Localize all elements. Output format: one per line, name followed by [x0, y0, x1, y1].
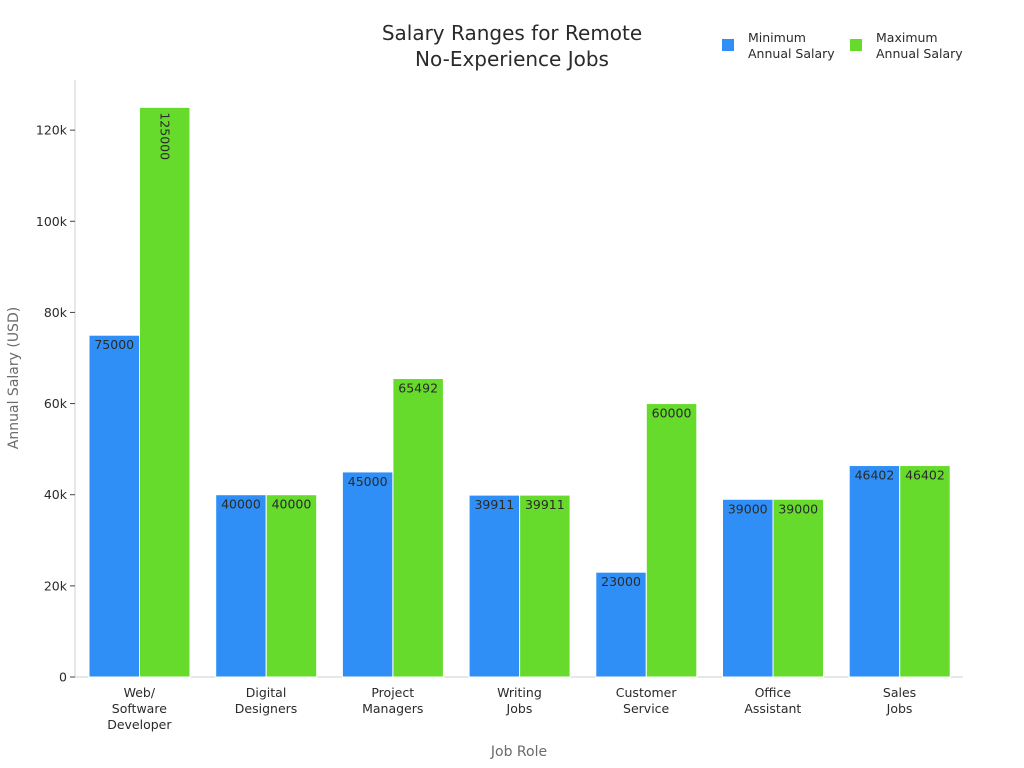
bar-maximum — [899, 465, 951, 678]
legend-label: Annual Salary — [876, 46, 963, 61]
x-tick-label: Software — [112, 701, 167, 716]
x-tick-label: Digital — [246, 685, 287, 700]
x-tick-label: Customer — [616, 685, 678, 700]
x-tick-label: Managers — [362, 701, 423, 716]
y-tick-label: 20k — [44, 578, 68, 593]
bar-minimum — [215, 494, 267, 678]
y-tick-label: 100k — [36, 214, 68, 229]
bar-value-label: 39000 — [778, 501, 818, 516]
bar-maximum — [519, 494, 571, 678]
bar-value-label: 46402 — [855, 468, 895, 483]
bar-value-label: 65492 — [398, 381, 438, 396]
bar-value-label: 23000 — [601, 574, 641, 589]
y-tick-label: 60k — [44, 396, 68, 411]
x-tick-label: Service — [623, 701, 670, 716]
y-axis-title: Annual Salary (USD) — [6, 307, 22, 449]
x-tick-label: Sales — [883, 685, 916, 700]
bar-value-label: 125000 — [157, 112, 172, 160]
legend-label: Maximum — [876, 30, 938, 45]
bar-value-label: 39911 — [474, 497, 514, 512]
bar-minimum — [722, 498, 774, 678]
x-tick-label: Developer — [107, 717, 172, 732]
bar-maximum — [392, 378, 444, 678]
bar-minimum — [341, 471, 394, 678]
bar-value-label: 39000 — [728, 501, 768, 516]
chart-bars — [88, 106, 951, 678]
legend-swatch — [722, 39, 734, 51]
bar-maximum — [645, 403, 698, 678]
legend-swatch — [850, 39, 862, 51]
bar-value-label: 45000 — [348, 474, 388, 489]
y-tick-label: 40k — [44, 487, 68, 502]
chart-data-labels: 75000 40000 45000 39911 23000 39000 46402 12500… — [94, 112, 944, 589]
x-axis-title: Job Role — [490, 744, 547, 760]
bar-value-label: 60000 — [652, 406, 692, 421]
chart-axes: 0 20k 40k 60k 80k 100k 120k Web/SoftwareDevelop… — [6, 80, 963, 760]
bar-minimum — [468, 494, 521, 678]
x-tick-label: Assistant — [744, 701, 801, 716]
x-tick-label: Project — [371, 685, 414, 700]
bar-value-label: 75000 — [94, 337, 134, 352]
chart-title-line: No-Experience Jobs — [415, 47, 609, 71]
bar-minimum — [595, 571, 647, 678]
y-tick-label: 0 — [59, 670, 67, 685]
legend-label: Annual Salary — [748, 46, 835, 61]
bar-maximum — [265, 494, 318, 678]
bar-value-label: 39911 — [525, 497, 565, 512]
bar-maximum — [772, 498, 824, 678]
y-tick-label: 120k — [36, 123, 68, 138]
bar-value-label: 40000 — [221, 497, 261, 512]
x-tick-label: Web/ — [124, 685, 156, 700]
bar-value-label: 46402 — [905, 468, 945, 483]
legend-label: Minimum — [748, 30, 806, 45]
x-tick-label: Writing — [497, 685, 542, 700]
x-tick-label: Jobs — [886, 701, 913, 716]
x-tick-label: Designers — [235, 701, 298, 716]
bar-minimum — [88, 334, 140, 678]
bar-minimum — [848, 465, 901, 678]
bar-value-label: 40000 — [272, 497, 312, 512]
x-tick-label: Office — [755, 685, 792, 700]
y-tick-label: 80k — [44, 305, 68, 320]
chart-title-line: Salary Ranges for Remote — [382, 21, 642, 45]
bar-maximum — [139, 106, 191, 678]
x-tick-label: Jobs — [506, 701, 533, 716]
